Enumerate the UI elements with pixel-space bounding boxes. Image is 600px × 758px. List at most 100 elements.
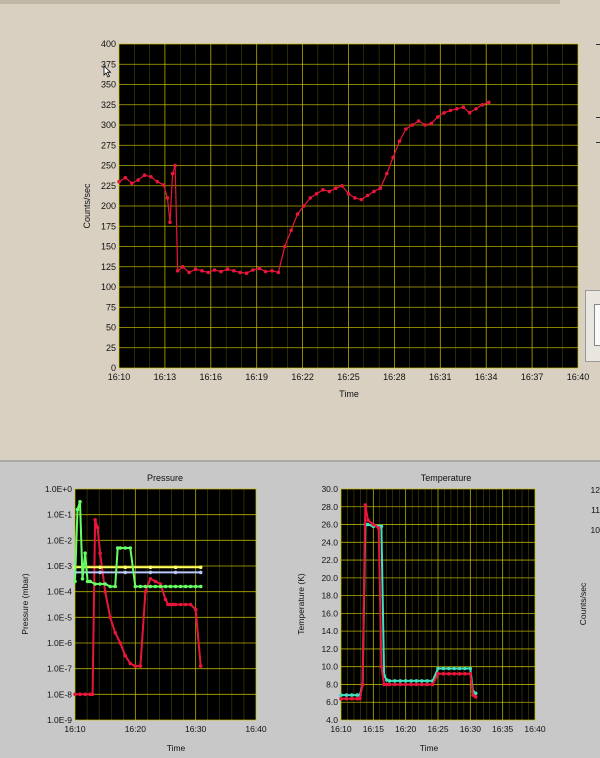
pressure-x-tick-labels: 16:10 16:20 16:30 16:40 — [64, 724, 267, 734]
data-point — [379, 524, 384, 529]
data-point — [429, 121, 434, 126]
data-point — [467, 111, 472, 115]
data-point — [487, 100, 491, 105]
data-point — [123, 546, 128, 550]
data-point — [123, 654, 128, 658]
counts-chart: 0 25 50 75 100 125 150 175 200 225 250 275 300 325 350… — [82, 39, 589, 399]
counts-y-tick-labels: 0 25 50 75 100 125 150 175 200 225 250 275 300 325 350… — [101, 39, 116, 373]
x-tick-label: 16:40 — [245, 724, 267, 734]
data-point — [78, 500, 82, 504]
data-point — [103, 582, 107, 586]
data-point — [163, 597, 168, 602]
temperature-y-axis-label: Temperature (K) — [296, 573, 306, 635]
data-point — [193, 607, 198, 612]
data-point — [436, 115, 440, 119]
data-point — [350, 693, 354, 697]
data-point — [387, 679, 392, 683]
data-point — [168, 602, 173, 607]
data-point — [130, 181, 134, 186]
right-edge-tick — [596, 117, 600, 118]
data-point — [80, 577, 85, 581]
pressure-x-axis-label: Time — [167, 743, 186, 753]
data-point — [457, 672, 462, 676]
y-tick-label: 1.0E-6 — [47, 638, 72, 648]
data-point — [414, 682, 419, 687]
y-tick-label: 20.0 — [321, 573, 338, 583]
y-tick-label: 300 — [101, 120, 116, 130]
x-tick-label: 16:10 — [64, 724, 86, 734]
data-point — [212, 268, 217, 272]
y-tick-label: 1.0E-7 — [47, 664, 72, 674]
data-point — [385, 171, 389, 176]
x-tick-label: 16:25 — [427, 724, 449, 734]
data-point — [461, 105, 466, 109]
y-tick-label: 12.0 — [321, 644, 338, 654]
data-point — [183, 602, 188, 607]
data-point — [148, 577, 153, 581]
data-point — [410, 123, 415, 127]
data-point — [98, 570, 102, 575]
data-point — [143, 584, 148, 589]
data-point — [200, 269, 204, 273]
x-tick-label: 16:16 — [200, 372, 223, 382]
y-tick-label: 14.0 — [321, 626, 338, 636]
pressure-series — [73, 500, 203, 697]
data-point — [187, 270, 191, 275]
data-point — [441, 672, 446, 676]
data-point — [153, 579, 158, 584]
data-point — [344, 693, 349, 697]
data-point — [115, 546, 120, 550]
top-panel-shadow — [0, 0, 560, 4]
data-point — [436, 672, 440, 676]
x-tick-label: 16:10 — [108, 372, 131, 382]
y-tick-label: 275 — [101, 140, 116, 150]
data-point — [289, 228, 293, 233]
data-point — [346, 192, 351, 196]
temperature-grid — [340, 488, 536, 721]
data-point — [173, 570, 178, 575]
data-point — [188, 584, 193, 589]
data-point — [409, 679, 413, 683]
counts-x-tick-labels: 16:10 16:13 16:16 16:19 16:22 16:25 16:28 16:31… — [108, 372, 590, 382]
data-point — [358, 696, 362, 701]
data-point — [173, 163, 177, 168]
data-point — [138, 664, 143, 668]
data-point — [118, 546, 123, 550]
data-point — [430, 682, 435, 687]
y-tick-label: 12 — [591, 485, 600, 495]
x-tick-label: 16:30 — [460, 724, 482, 734]
data-point — [397, 139, 402, 143]
data-point — [232, 269, 236, 273]
data-point — [355, 696, 360, 701]
x-tick-label: 16:40 — [524, 724, 546, 734]
data-point — [425, 679, 430, 683]
y-tick-label: 25 — [106, 343, 116, 353]
data-point — [98, 565, 102, 570]
right-edge-tick — [596, 44, 600, 45]
data-point — [198, 584, 203, 589]
data-point — [83, 551, 87, 555]
right-control-slot[interactable] — [594, 304, 600, 346]
data-point — [314, 192, 319, 196]
data-point — [276, 270, 281, 275]
data-point — [149, 175, 153, 179]
data-point — [382, 682, 386, 687]
data-point — [173, 584, 178, 589]
data-point — [88, 692, 92, 697]
data-point — [133, 584, 138, 589]
pressure-y-tick-labels: 1.0E-9 1.0E-8 1.0E-7 1.0E-6 1.0E-5 1.0E-4 1.0E… — [45, 484, 72, 725]
y-tick-label: 200 — [101, 201, 116, 211]
data-point — [83, 692, 87, 697]
temperature-x-tick-labels: 16:10 16:15 16:20 16:25 16:30 16:35 16:40 — [330, 724, 546, 734]
data-point — [468, 672, 473, 676]
x-tick-label: 16:19 — [245, 372, 268, 382]
pressure-y-axis-label: Pressure (mbar) — [20, 573, 30, 635]
data-point — [474, 107, 478, 111]
y-tick-label: 18.0 — [321, 591, 338, 601]
y-tick-label: 50 — [106, 323, 116, 333]
data-point — [206, 270, 211, 275]
y-tick-label: 1.0E-2 — [47, 535, 72, 545]
data-point — [371, 522, 376, 527]
data-point — [78, 692, 82, 697]
x-tick-label: 16:25 — [337, 372, 360, 382]
